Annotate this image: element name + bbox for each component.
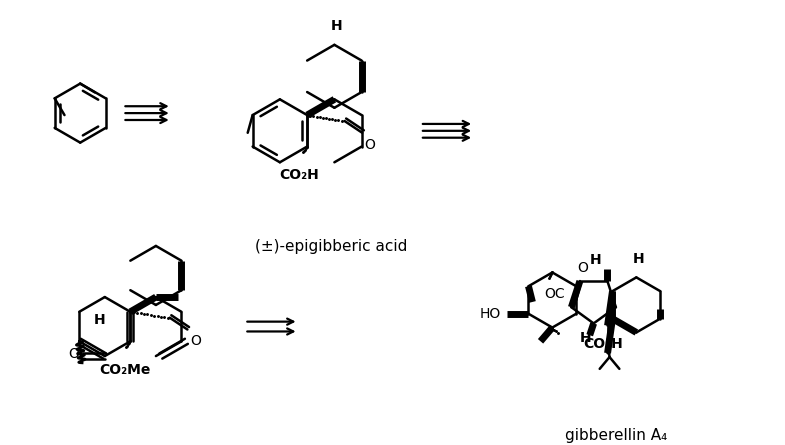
Text: (±)-epigibberic acid: (±)-epigibberic acid — [255, 239, 407, 254]
Text: CO₂Me: CO₂Me — [100, 363, 152, 377]
Text: H: H — [590, 253, 601, 267]
Text: CO₂H: CO₂H — [583, 337, 623, 351]
Text: H: H — [580, 331, 592, 345]
Text: OC: OC — [544, 287, 564, 301]
Text: CO₂H: CO₂H — [279, 168, 319, 182]
Text: HO: HO — [480, 307, 501, 321]
Text: O: O — [365, 138, 375, 152]
Text: O: O — [578, 261, 589, 275]
Text: H: H — [94, 313, 106, 327]
Text: H: H — [330, 19, 342, 33]
Text: gibberellin A₄: gibberellin A₄ — [565, 428, 667, 443]
Text: H: H — [633, 251, 644, 266]
Text: O: O — [190, 335, 201, 348]
Text: O: O — [68, 347, 78, 361]
